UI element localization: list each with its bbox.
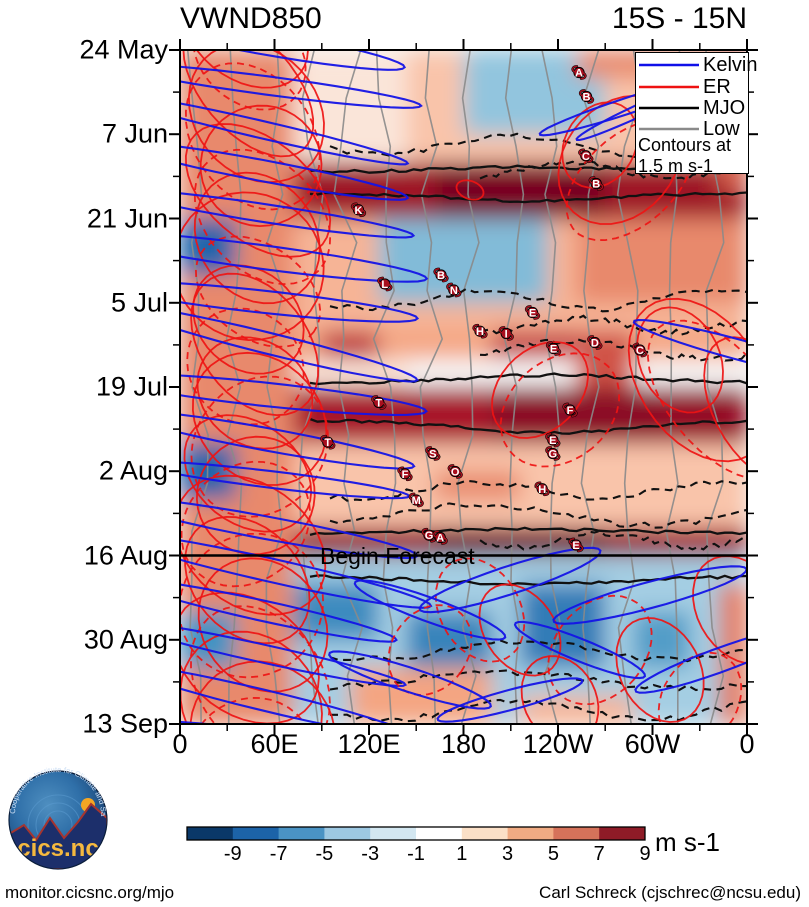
svg-text:cics.nc: cics.nc [17,835,98,862]
svg-text:Cooperative Institute for Clim: Cooperative Institute for Climate and Sa… [0,0,108,817]
